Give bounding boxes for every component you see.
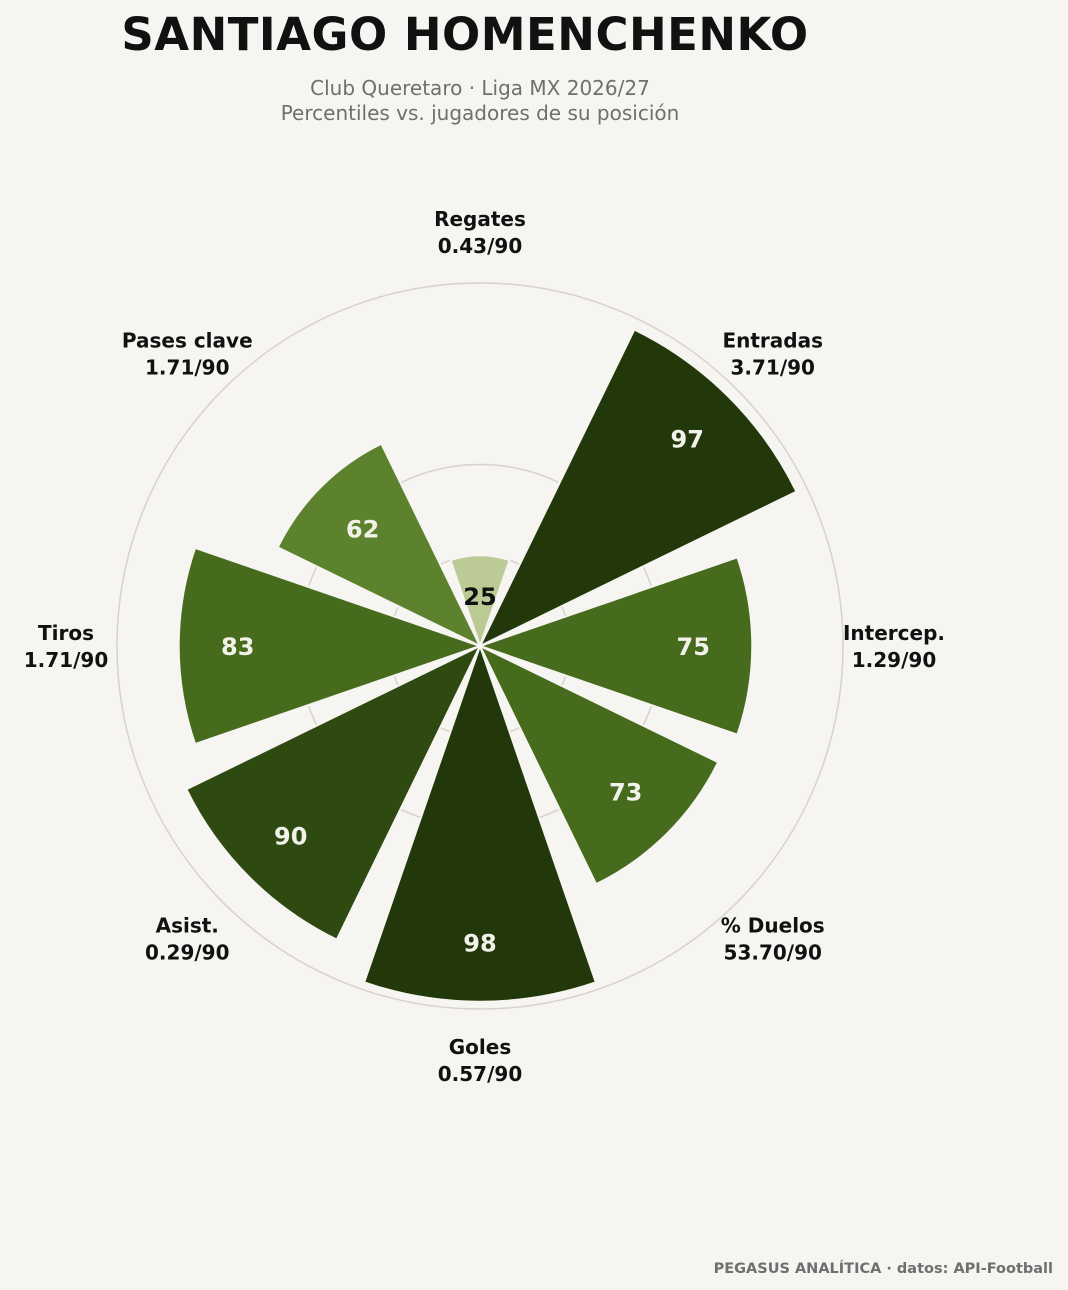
value-label: 73 [609, 779, 642, 807]
footer-credit: PEGASUS ANALÍTICA · datos: API-Football [713, 1261, 1053, 1277]
category-label: Asist. 0.29/90 [145, 914, 229, 965]
bar-duelos [477, 643, 720, 886]
value-label: 25 [463, 583, 496, 611]
bar-tiros [177, 546, 484, 746]
value-label: 90 [274, 822, 307, 850]
chart-subtitle-club: Club Queretaro · Liga MX 2026/27 [310, 76, 650, 100]
chart-labels: 25 Regates 0.43/90 97 Entradas 3.71/90 75 Inter… [24, 207, 945, 1086]
bar-pases-clave [276, 442, 483, 649]
category-label: Goles 0.57/90 [438, 1035, 522, 1086]
bar-intercep [476, 556, 754, 736]
value-label: 62 [346, 516, 379, 544]
chart-bars [177, 328, 798, 1003]
value-label: 75 [677, 633, 710, 661]
bar-asist [185, 643, 483, 941]
category-label: Regates 0.43/90 [434, 207, 526, 258]
category-label: Pases clave 1.71/90 [122, 328, 253, 379]
category-label: Tiros 1.71/90 [24, 621, 108, 672]
bar-entradas [477, 328, 798, 649]
value-label: 98 [463, 930, 496, 958]
value-label: 83 [221, 633, 254, 661]
bar-goles [362, 642, 598, 1003]
value-label: 97 [671, 426, 704, 454]
bar-regates [449, 554, 511, 650]
category-label: Intercep. 1.29/90 [843, 621, 945, 672]
chart-title: SANTIAGO HOMENCHENKO [121, 8, 809, 61]
grid-circle [116, 282, 844, 1010]
category-label: % Duelos 53.70/90 [721, 914, 825, 965]
category-label: Entradas 3.71/90 [722, 328, 823, 379]
chart-subtitle-description: Percentiles vs. jugadores de su posición [280, 101, 680, 125]
